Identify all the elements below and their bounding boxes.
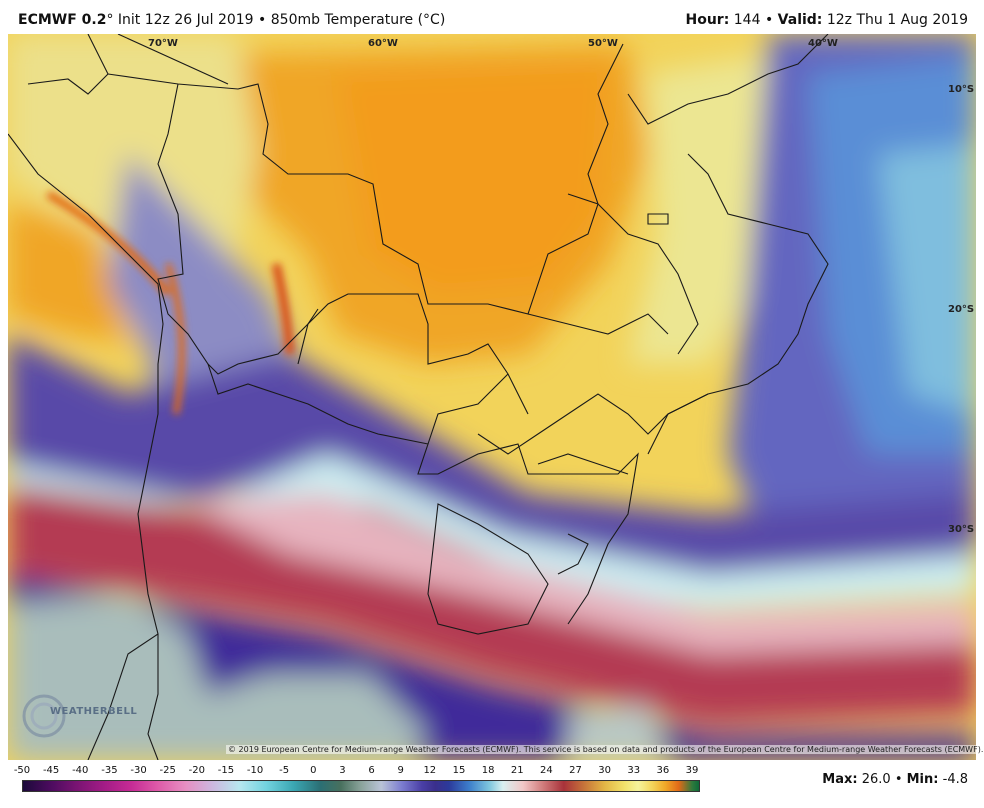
scale-tick-label: 6 — [368, 765, 375, 776]
degree-sign: ° — [106, 12, 114, 28]
country-boundaries — [8, 34, 829, 760]
scale-tick-label: 3 — [339, 765, 346, 776]
scale-tick-label: 15 — [452, 765, 466, 776]
scale-tick-label: -35 — [101, 765, 118, 776]
scale-tick-label: -45 — [42, 765, 60, 776]
scale-tick-label: -50 — [13, 765, 31, 776]
color-scale-bar — [22, 780, 700, 792]
copyright-notice: © 2019 European Centre for Medium-range … — [226, 745, 984, 754]
temperature-map: 70°W 60°W 50°W 40°W 10°S 20°S 30°S — [8, 34, 976, 760]
scale-tick-label: -20 — [188, 765, 205, 776]
max-min-stats: Max: 26.0 • Min: -4.8 — [822, 772, 968, 787]
hour-value: 144 — [733, 12, 761, 28]
scale-tick-label: -5 — [279, 765, 290, 776]
scale-tick-label: 21 — [510, 765, 524, 776]
scale-tick-label: 24 — [539, 765, 553, 776]
logo-text: WEATHERBELL — [50, 706, 138, 717]
valid-label: Valid: — [777, 12, 823, 28]
hot-streaks — [45, 190, 295, 415]
init-time: Init 12z 26 Jul 2019 — [117, 12, 254, 28]
max-label: Max: — [822, 772, 858, 787]
model-name: ECMWF 0.2 — [18, 12, 107, 28]
hour-label: Hour: — [685, 12, 730, 28]
lat-label-30s: 30°S — [948, 524, 975, 535]
scale-tick-label: -40 — [72, 765, 89, 776]
stats-bullet: • — [894, 772, 903, 787]
scale-tick-label: 39 — [685, 765, 699, 776]
header: ECMWF 0.2° Init 12z 26 Jul 2019 • 850mb … — [0, 0, 984, 34]
product-name: 850mb Temperature (°C) — [270, 12, 446, 28]
valid-time-info: Hour: 144 • Valid: 12z Thu 1 Aug 2019 — [686, 12, 969, 28]
scale-tick-label: 27 — [569, 765, 582, 776]
scale-labels: -50 -45 -40 -35 -30 -25 -20 -15 -10 -5 0 3 6 9 12 15 18 2… — [14, 765, 712, 779]
title-bullet: • — [258, 12, 267, 28]
lon-label-50w: 50°W — [588, 38, 618, 49]
scale-tick-label: 12 — [423, 765, 437, 776]
scale-tick-label: -25 — [159, 765, 176, 776]
map-title: ECMWF 0.2° Init 12z 26 Jul 2019 • 850mb … — [18, 12, 445, 28]
scale-tick-label: -15 — [217, 765, 235, 776]
scale-tick-label: 9 — [397, 765, 404, 776]
scale-tick-label: 36 — [656, 765, 670, 776]
scale-tick-label: -10 — [246, 765, 264, 776]
map-canvas — [8, 34, 976, 760]
lon-label-70w: 70°W — [148, 38, 178, 49]
min-value: -4.8 — [942, 772, 968, 787]
scale-tick-label: 18 — [481, 765, 495, 776]
weatherbell-logo: WEATHERBELL — [20, 692, 137, 740]
lat-label-20s: 20°S — [948, 304, 975, 315]
max-value: 26.0 — [861, 772, 891, 787]
scale-tick-label: 30 — [598, 765, 611, 776]
logo-swirl-icon — [22, 694, 66, 738]
min-label: Min: — [906, 772, 939, 787]
scale-tick-label: -30 — [130, 765, 147, 776]
lon-label-60w: 60°W — [368, 38, 398, 49]
lat-label-10s: 10°S — [948, 84, 975, 95]
valid-bullet: • — [764, 12, 774, 28]
valid-value: 12z Thu 1 Aug 2019 — [826, 12, 968, 28]
scale-tick-label: 33 — [627, 765, 641, 776]
lon-label-40w: 40°W — [808, 38, 838, 49]
scale-tick-label: 0 — [310, 765, 317, 776]
